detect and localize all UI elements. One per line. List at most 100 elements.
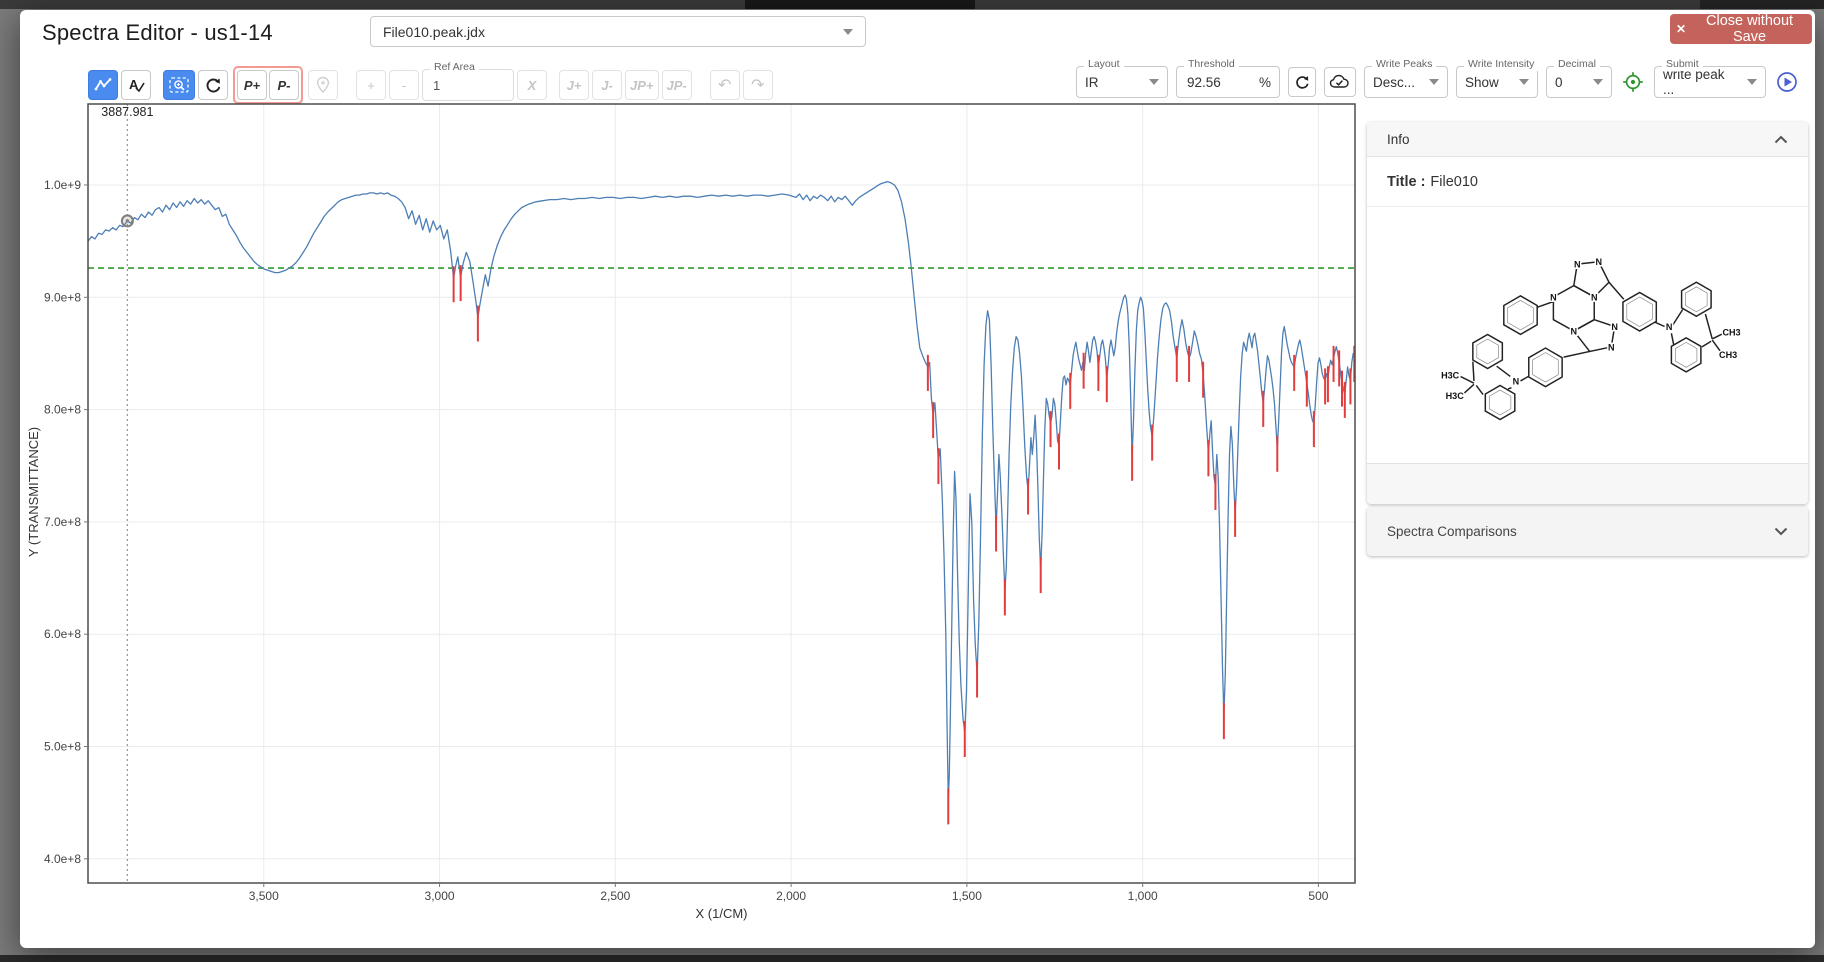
info-card: Info Title : File010 N N N N N N N N N CH3 CH3 H3C H… (1367, 122, 1808, 504)
atom-label: N (1607, 342, 1614, 352)
decimal-select[interactable]: Decimal 0 (1546, 58, 1612, 98)
submit-value: write peak ... (1663, 67, 1725, 97)
line-chart-mode-button[interactable] (88, 70, 118, 100)
atom-label: N (1595, 257, 1602, 267)
decimal-legend: Decimal (1554, 58, 1600, 71)
y-tick-label: 9.0e+8 (44, 290, 81, 304)
peak-buttons-highlight: P+ P- (233, 66, 303, 104)
decimal-value: 0 (1555, 74, 1563, 90)
clear-x-button[interactable]: X (517, 70, 547, 100)
jp-plus-button[interactable]: JP+ (625, 70, 659, 100)
letter-a-check-icon: A (129, 77, 145, 93)
threshold-unit: % (1258, 74, 1271, 90)
zoom-area-icon (169, 77, 189, 93)
reset-zoom-button[interactable] (198, 70, 228, 100)
chevron-down-icon (1747, 79, 1757, 85)
write-intensity-select[interactable]: Write Intensity Show (1456, 58, 1539, 98)
file-select[interactable]: File010.peak.jdx (370, 16, 866, 47)
peak-add-button[interactable]: P+ (237, 70, 267, 100)
x-tick-label: 1,500 (952, 889, 982, 903)
save-cloud-button[interactable] (1324, 67, 1356, 97)
reset-zoom-icon (206, 78, 221, 93)
y-tick-label: 4.0e+8 (44, 852, 81, 866)
submit-legend: Submit (1662, 58, 1703, 71)
map-pin-icon (316, 76, 330, 94)
y-tick-label: 6.0e+8 (44, 627, 81, 641)
line-chart-icon (94, 78, 112, 91)
chevron-down-icon (843, 28, 853, 35)
atom-label: N (1512, 376, 1519, 386)
comparisons-label: Spectra Comparisons (1387, 524, 1517, 539)
pin-marker-button[interactable] (308, 70, 338, 100)
undo-icon: ↶ (718, 77, 732, 94)
target-icon (1623, 72, 1643, 92)
decrease-button[interactable]: - (389, 70, 419, 100)
x-tick-label: 3,000 (425, 889, 455, 903)
atom-label: H3C (1445, 391, 1464, 401)
play-circle-icon (1777, 72, 1797, 92)
chevron-down-icon (1593, 79, 1603, 85)
toolbar-right: Layout IR Threshold % (1076, 58, 1800, 98)
y-tick-label: 7.0e+8 (44, 515, 81, 529)
peak-remove-button[interactable]: P- (269, 70, 299, 100)
refresh-threshold-button[interactable] (1288, 67, 1316, 97)
atom-label: N (1665, 322, 1672, 332)
y-tick-label: 8.0e+8 (44, 403, 81, 417)
info-accordion-header[interactable]: Info (1367, 122, 1808, 157)
spectrum-line (87, 180, 1355, 802)
threshold-legend: Threshold (1184, 58, 1239, 71)
write-intensity-legend: Write Intensity (1464, 58, 1539, 71)
ref-area-input[interactable] (431, 76, 487, 94)
x-tick-label: 2,000 (776, 889, 806, 903)
jp-minus-label: JP- (666, 77, 687, 93)
atom-label: CH3 (1719, 350, 1737, 360)
cursor-label: 3887.981 (101, 105, 153, 119)
auto-assign-button[interactable]: A (121, 70, 151, 100)
background-tab (1700, 0, 1824, 9)
decrease-label: - (401, 77, 407, 93)
submit-run-button[interactable] (1774, 67, 1800, 97)
write-peaks-legend: Write Peaks (1372, 58, 1437, 71)
increase-button[interactable]: + (356, 70, 386, 100)
chevron-up-icon (1774, 135, 1788, 143)
layout-select[interactable]: Layout IR (1076, 58, 1168, 98)
x-tick-label: 3,500 (249, 889, 279, 903)
spectrum-chart[interactable]: 3887.981 3,500 3,000 2,500 2,000 1,500 1,000 50… (20, 90, 1390, 948)
atom-label: N (1590, 292, 1597, 302)
threshold-input[interactable] (1185, 73, 1241, 91)
j-minus-button[interactable]: J- (592, 70, 622, 100)
x-tick-label: 500 (1308, 889, 1328, 903)
target-picker-button[interactable] (1620, 67, 1646, 97)
chevron-down-icon (1429, 79, 1439, 85)
write-peaks-select[interactable]: Write Peaks Desc... (1364, 58, 1448, 98)
redo-button[interactable]: ↷ (742, 70, 773, 100)
background-tab (745, 0, 975, 9)
y-axis-title: Y (TRANSMITTANCE) (26, 427, 41, 557)
info-header-label: Info (1387, 131, 1410, 147)
submit-select[interactable]: Submit write peak ... (1654, 58, 1766, 98)
spectra-comparisons-header[interactable]: Spectra Comparisons (1367, 507, 1808, 556)
ref-area-fieldset: Ref Area (422, 61, 514, 101)
background-bottom-bar (0, 955, 1824, 962)
svg-text:A: A (129, 77, 139, 92)
molecule-container: N N N N N N N N N CH3 CH3 H3C H3C (1367, 207, 1808, 463)
jp-minus-button[interactable]: JP- (661, 70, 692, 100)
write-peaks-value: Desc... (1373, 74, 1416, 90)
title-value: File010 (1430, 173, 1478, 190)
undo-button[interactable]: ↶ (709, 70, 740, 100)
close-without-save-button[interactable]: ✕ Close without Save (1670, 13, 1812, 45)
zoom-area-button[interactable] (163, 70, 195, 100)
layout-value: IR (1085, 74, 1099, 90)
chevron-down-icon (1519, 79, 1529, 85)
plot-border (87, 103, 1356, 884)
layout-legend: Layout (1084, 58, 1124, 71)
write-intensity-value: Show (1465, 74, 1499, 90)
x-tick-label: 1,000 (1128, 889, 1158, 903)
j-plus-label: J+ (566, 77, 582, 93)
atom-label: CH3 (1722, 328, 1740, 338)
j-plus-button[interactable]: J+ (559, 70, 589, 100)
close-icon: ✕ (1676, 22, 1687, 36)
y-tick-label: 1.0e+9 (44, 178, 81, 192)
